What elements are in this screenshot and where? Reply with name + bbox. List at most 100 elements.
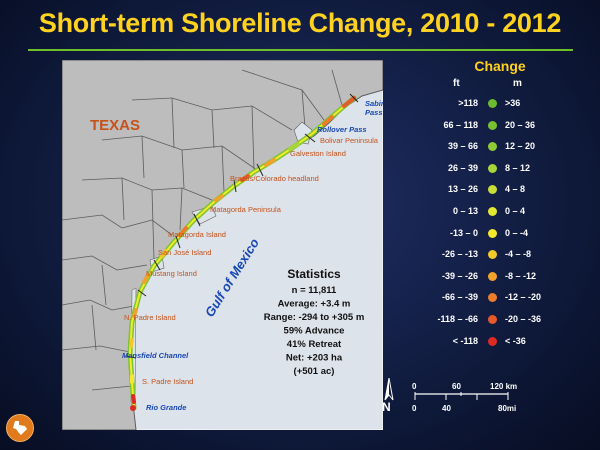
legend-color-swatch <box>488 271 497 281</box>
legend-color-swatch <box>488 185 497 195</box>
legend-color-swatch <box>488 163 497 173</box>
legend-ft-range: -13 – 0 <box>449 227 478 238</box>
legend-ft-range: 13 – 26 <box>447 184 478 195</box>
legend-color-swatch <box>488 99 497 108</box>
change-segment <box>131 394 136 404</box>
legend-color-swatch <box>488 293 497 303</box>
legend-ft-range: -26 – -13 <box>441 249 478 260</box>
statistics-line: 41% Retreat <box>287 339 342 350</box>
change-segment <box>132 308 138 318</box>
legend-m-range: 4 – 8 <box>505 184 526 195</box>
scale-bar: 0 60 120 km 0 40 80mi <box>382 372 562 417</box>
change-segment <box>264 158 276 167</box>
place-label: SabinePass <box>365 99 383 117</box>
scale-bar-graphic <box>414 392 509 400</box>
slide-title: Short-term Shoreline Change, 2010 - 2012 <box>38 8 562 38</box>
legend-ft-range: < -118 <box>452 335 478 346</box>
scale-mi-40: 40 <box>442 404 451 413</box>
shoreline-change-segments <box>129 96 356 404</box>
place-label: N. Padre Island <box>124 313 176 322</box>
legend-row: >118 >36 <box>400 98 600 112</box>
legend-ft-range: -118 – -66 <box>437 314 478 324</box>
legend-color-swatch <box>488 336 497 346</box>
legend-ft-range: -39 – -26 <box>441 270 478 281</box>
place-label: Matagorda Island <box>168 230 226 239</box>
legend-ft-range: >118 <box>458 98 478 108</box>
legend-color-swatch <box>488 228 497 238</box>
legend-m-range: -4 – -8 <box>505 249 532 260</box>
place-label: Mansfield Channel <box>122 351 189 360</box>
statistics-box: Statistics n = 11,811 Average: +3.4 m Rang… <box>264 267 365 377</box>
texas-logo-icon <box>13 421 27 435</box>
statistics-line: n = 11,811 <box>292 285 337 296</box>
legend-m-range: < -36 <box>505 335 526 346</box>
statistics-heading: Statistics <box>287 267 341 281</box>
texas-coast-map: TEXAS Gulf of Mexico SabinePassRollover … <box>62 60 383 430</box>
change-segment <box>142 273 150 284</box>
legend-row: 0 – 13 0 – 4 <box>400 206 600 220</box>
legend-m-range: -20 – -36 <box>505 314 542 324</box>
change-segment <box>288 142 300 151</box>
boundary-ticks <box>125 93 359 359</box>
legend-row: 26 – 39 8 – 12 <box>400 163 600 177</box>
statistics-line: Average: +3.4 m <box>278 299 351 310</box>
state-label: TEXAS <box>90 117 140 134</box>
legend-m-range: 8 – 12 <box>505 162 531 173</box>
north-arrow-label: N <box>382 400 391 414</box>
legend-color-swatch <box>488 315 497 324</box>
place-label: San José Island <box>158 248 211 257</box>
scale-km-120: 120 km <box>490 382 518 391</box>
legend-row: 39 – 66 12 – 20 <box>400 141 600 155</box>
statistics-line: Range: -294 to +305 m <box>264 312 365 323</box>
legend-title: Change <box>474 58 526 74</box>
legend-row: -39 – -26 -8 – -12 <box>400 271 600 285</box>
change-segment <box>160 249 168 258</box>
change-segment <box>342 96 356 108</box>
statistics-line: Net: +203 ha <box>286 353 343 364</box>
legend-ft-range: 66 – 118 <box>443 119 478 130</box>
legend-m-range: 0 – -4 <box>505 227 529 238</box>
place-label: Rio Grande <box>146 403 186 412</box>
legend-m-range: 0 – 4 <box>505 206 526 216</box>
legend-ft-range: 26 – 39 <box>447 162 478 173</box>
change-segment <box>178 226 188 237</box>
legend-m-range: -12 – -20 <box>505 292 542 303</box>
legend-row: -66 – -39 -12 – -20 <box>400 292 600 306</box>
statistics-line: (+501 ac) <box>294 366 335 377</box>
statistics-line: 59% Advance <box>284 326 345 337</box>
scale-mi-80: 80mi <box>498 404 517 413</box>
place-label: S. Padre Island <box>142 377 193 386</box>
change-segment <box>322 115 334 126</box>
place-label: Galveston Island <box>290 149 346 158</box>
legend-row: -26 – -13 -4 – -8 <box>400 249 600 263</box>
place-label: Brazos/Colorado headland <box>230 174 319 183</box>
title-divider <box>28 49 573 51</box>
place-label: Bolivar Peninsula <box>320 136 379 145</box>
organization-logo <box>6 414 34 442</box>
legend-m-range: >36 <box>505 98 521 108</box>
legend-ft-range: -66 – -39 <box>441 292 478 303</box>
legend-m-range: 20 – 36 <box>505 119 536 130</box>
change-segment <box>214 194 224 202</box>
place-labels: SabinePass Rollover Pass Bolivar Peninsula… <box>122 99 383 412</box>
legend-ft-range: 39 – 66 <box>447 141 478 152</box>
legend-color-swatch <box>488 250 497 260</box>
legend-color-swatch <box>488 142 497 152</box>
legend-m-range: 12 – 20 <box>505 141 536 152</box>
north-arrow: N <box>382 377 396 414</box>
coastline-inner <box>128 97 355 409</box>
north-arrow-icon <box>384 377 394 401</box>
legend-m-header: m <box>513 78 522 89</box>
legend-ft-header: ft <box>453 78 460 89</box>
place-label: Rollover Pass <box>317 125 367 134</box>
scale-km-0: 0 <box>412 382 417 391</box>
place-label: Matagorda Peninsula <box>210 205 282 214</box>
change-segment <box>129 338 134 348</box>
county-borders <box>62 69 343 391</box>
place-label: Mustang Island <box>146 269 197 278</box>
scale-km-60: 60 <box>452 382 461 391</box>
legend-color-swatch <box>488 207 497 216</box>
legend-m-range: -8 – -12 <box>505 270 537 281</box>
change-segment <box>240 174 250 182</box>
legend-row: 13 – 26 4 – 8 <box>400 184 600 198</box>
